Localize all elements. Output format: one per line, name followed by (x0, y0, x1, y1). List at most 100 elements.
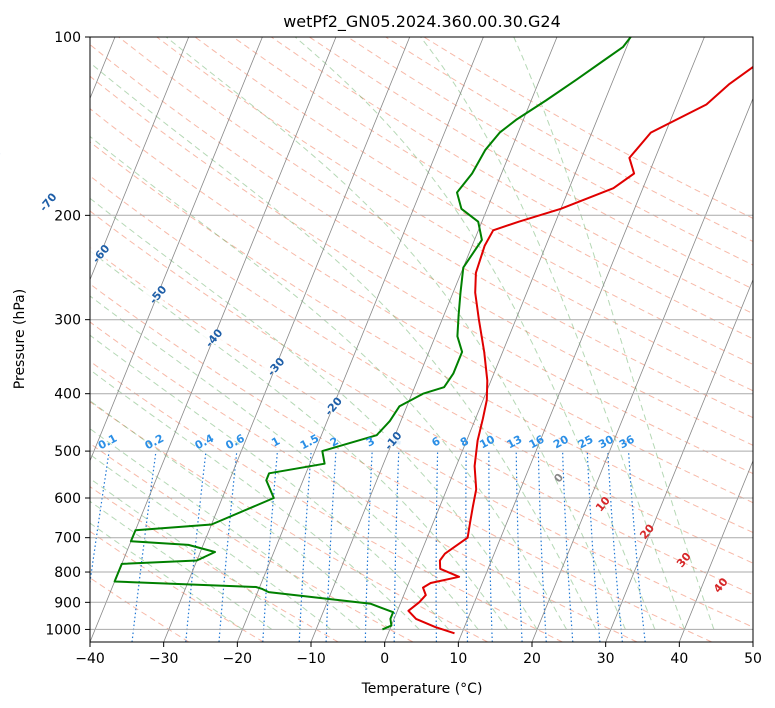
mixing-ratio-label: 10 (477, 433, 497, 452)
mixing-ratio-label: 30 (596, 433, 616, 452)
isotherm-label: -30 (265, 355, 288, 379)
mixing-ratio-line (607, 451, 623, 642)
dry-adiabat (90, 486, 339, 642)
isotherm-label: -50 (147, 283, 170, 307)
isotherm (605, 278, 753, 642)
profile-series (113, 37, 753, 635)
mixing-ratio-label: 16 (527, 433, 547, 452)
x-tick-label: 40 (670, 651, 688, 667)
isotherm-label-bg (261, 359, 290, 373)
isotherm-label: -10 (382, 429, 405, 453)
isotherm (90, 37, 190, 281)
isotherm-label: -20 (322, 394, 345, 418)
mixing-ratio-line (298, 451, 312, 642)
moist-adiabat-label: 20 (637, 521, 657, 541)
y-tick-label: 400 (54, 387, 81, 403)
dry-adiabat (90, 360, 563, 642)
x-tick-label: 50 (744, 651, 762, 667)
isotherm (678, 459, 753, 642)
isotherm-label-bg (199, 330, 228, 344)
line-labels: 0.10.20.40.611.52346810131620253036-100-… (0, 146, 731, 595)
mixing-ratio-line (90, 451, 110, 587)
isotherm (163, 37, 411, 642)
dry-adiabat (90, 442, 414, 642)
dry-adiabat (90, 577, 190, 642)
x-tick-label: 0 (380, 651, 389, 667)
y-axis-label: Pressure (hPa) (12, 289, 28, 389)
x-axis-label: Temperature (°C) (361, 681, 483, 697)
isotherm-label-bg (378, 433, 407, 447)
dry-adiabat (423, 37, 753, 219)
x-axis: −40 −30 −20 −10 0 10 20 30 40 50 (75, 642, 762, 667)
mixing-ratio-label: 1 (269, 434, 282, 449)
dry-adiabat (90, 530, 264, 642)
background-lines (90, 37, 753, 642)
isotherm (384, 37, 632, 642)
y-tick-label: 800 (54, 565, 81, 581)
moist-adiabat (90, 62, 597, 630)
isotherm-label-bg (33, 195, 62, 209)
y-tick-label: 600 (54, 491, 81, 507)
mixing-ratio-label: 0.1 (96, 432, 119, 453)
moist-adiabat (90, 522, 243, 630)
moist-adiabat (90, 453, 332, 630)
dry-adiabat (90, 44, 753, 446)
dry-adiabat (90, 75, 753, 475)
mixing-ratio-line (262, 451, 278, 642)
moist-adiabat (90, 295, 479, 630)
chart-title: wetPf2_GN05.2024.360.00.30.G24 (283, 12, 561, 32)
dry-adiabat (156, 37, 753, 392)
mixing-ratio-label: 20 (551, 433, 571, 452)
isotherm-label-bg (143, 287, 172, 301)
isotherm-label-bg (319, 399, 348, 413)
moist-adiabat (90, 400, 391, 630)
isotherm (310, 37, 558, 642)
mixing-ratio-line (218, 451, 238, 642)
dry-adiabat (90, 175, 753, 564)
moist-adiabat (90, 369, 420, 630)
moist-adiabat-label: 30 (674, 550, 694, 570)
mixing-ratio-label: 36 (617, 433, 637, 452)
isotherm (457, 37, 705, 642)
mixing-ratio-label: 1.5 (298, 432, 321, 453)
dry-adiabat (90, 141, 753, 534)
moist-adiabat (90, 478, 302, 630)
moist-adiabat (165, 37, 626, 630)
y-tick-label: 900 (54, 595, 81, 611)
moist-adiabat-label: 10 (593, 494, 613, 514)
isotherm-label: -60 (90, 242, 113, 266)
mixing-ratio-line (488, 451, 493, 642)
moist-adiabat (513, 37, 715, 630)
dry-adiabat (90, 321, 638, 642)
x-tick-label: 30 (597, 651, 615, 667)
moist-adiabat (90, 250, 508, 630)
isotherm (531, 97, 753, 642)
x-tick-label: −20 (223, 651, 253, 667)
moist-adiabat-label: 40 (711, 575, 731, 595)
mixing-ratio-line (627, 451, 646, 642)
dry-adiabat (309, 37, 753, 290)
x-tick-label: −40 (75, 651, 105, 667)
isotherm (90, 37, 263, 462)
moist-adiabat (420, 37, 685, 630)
x-tick-label: 10 (449, 651, 467, 667)
y-tick-label: 1000 (45, 622, 81, 638)
x-tick-label: −10 (296, 651, 326, 667)
mixing-ratio-line (537, 451, 547, 642)
moist-adiabat (90, 500, 273, 630)
mixing-ratio-label: 3 (364, 434, 377, 449)
dry-adiabat (194, 37, 753, 365)
isotherm-label: -40 (203, 326, 226, 350)
dry-adiabat (90, 108, 753, 504)
mixing-ratio-label: 0.6 (223, 432, 247, 453)
moist-adiabat (90, 135, 568, 630)
plot-frame (89, 36, 754, 643)
mixing-ratio-line (185, 451, 207, 642)
mixing-ratio-line (435, 451, 439, 642)
moist-adiabat (294, 37, 656, 630)
x-tick-label: 20 (523, 651, 541, 667)
y-axis: 100 200 300 400 500 600 700 800 900 1000 (45, 30, 90, 638)
mixing-ratio-label: 8 (458, 434, 471, 449)
grid (90, 37, 753, 642)
